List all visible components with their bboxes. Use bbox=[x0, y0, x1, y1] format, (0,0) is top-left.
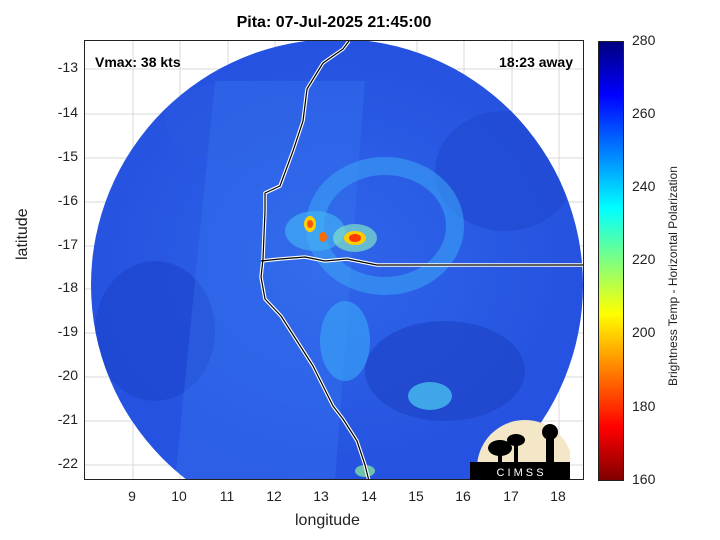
y-tick: -14 bbox=[57, 104, 78, 120]
x-tick: 15 bbox=[408, 488, 424, 504]
x-tick: 12 bbox=[266, 488, 282, 504]
y-tick: -21 bbox=[57, 411, 78, 427]
colorbar-tick: 240 bbox=[632, 178, 656, 194]
satellite-swath-map bbox=[85, 41, 583, 479]
y-tick: -15 bbox=[57, 148, 78, 164]
logo-text: C I M S S bbox=[496, 467, 543, 479]
y-tick: -18 bbox=[57, 279, 78, 295]
y-tick: -17 bbox=[57, 236, 78, 252]
colorbar bbox=[598, 41, 624, 481]
y-tick: -13 bbox=[57, 59, 78, 75]
y-tick: -22 bbox=[57, 455, 78, 471]
colorbar-tick: 280 bbox=[632, 32, 656, 48]
y-tick: -20 bbox=[57, 367, 78, 383]
colorbar-tick: 160 bbox=[632, 471, 656, 487]
x-axis-label: longitude bbox=[295, 512, 360, 529]
x-tick: 9 bbox=[128, 488, 136, 504]
cimss-logo: C I M S S bbox=[470, 420, 570, 480]
map-plot-area: Vmax: 38 kts 18:23 away bbox=[84, 40, 584, 480]
x-tick: 18 bbox=[550, 488, 566, 504]
y-axis-label: latitude bbox=[14, 208, 31, 260]
map-title: Pita: 07-Jul-2025 21:45:00 bbox=[236, 14, 432, 31]
colorbar-tick: 180 bbox=[632, 398, 656, 414]
y-tick: -19 bbox=[57, 323, 78, 339]
colorbar-tick: 200 bbox=[632, 324, 656, 340]
colorbar-tick: 220 bbox=[632, 251, 656, 267]
x-tick: 11 bbox=[219, 488, 235, 504]
y-tick: -16 bbox=[57, 192, 78, 208]
brightness-temperature-swath bbox=[91, 41, 583, 479]
colorbar-tick: 260 bbox=[632, 105, 656, 121]
time-away-label: 18:23 away bbox=[499, 54, 573, 70]
x-tick: 13 bbox=[313, 488, 329, 504]
vmax-label: Vmax: 38 kts bbox=[95, 54, 181, 70]
colorbar-label: Brightness Temp - Horizontal Polarizatio… bbox=[666, 166, 680, 386]
x-tick: 17 bbox=[503, 488, 519, 504]
x-tick: 10 bbox=[171, 488, 187, 504]
x-tick: 16 bbox=[455, 488, 471, 504]
x-tick: 14 bbox=[361, 488, 377, 504]
